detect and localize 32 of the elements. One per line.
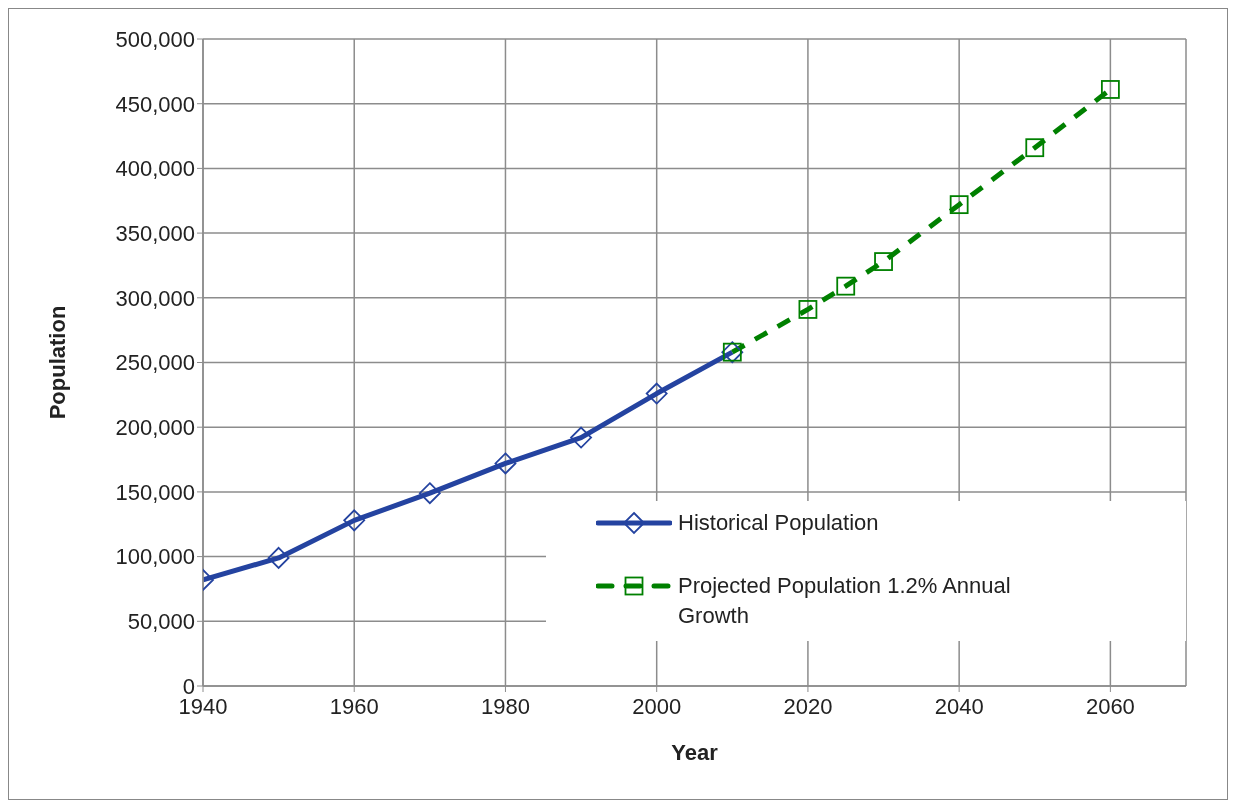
x-tick-label: 1960: [329, 693, 379, 719]
point: [798, 300, 818, 319]
x-tick-label: 1980: [480, 693, 530, 719]
point: [494, 452, 517, 475]
point: [874, 252, 893, 271]
point: [836, 276, 856, 296]
y-tick-label: 400,000: [115, 156, 195, 182]
x-tick-label: 2060: [1085, 693, 1135, 719]
x-tick-label: 2020: [783, 693, 833, 719]
y-axis-title: Population: [44, 305, 70, 420]
y-tick-label: 350,000: [115, 220, 195, 246]
x-tick-label: 2000: [632, 693, 682, 719]
x-tick-label: 2040: [934, 693, 984, 719]
x-axis-title: Year: [671, 740, 719, 765]
y-tick-label: 100,000: [115, 544, 195, 570]
point: [343, 509, 366, 532]
y-tick-label: 500,000: [115, 26, 195, 52]
y-tick-label: 150,000: [115, 479, 195, 505]
point: [267, 546, 290, 569]
point: [645, 382, 668, 405]
point: [1100, 80, 1120, 99]
legend-label: Projected Population 1.2% Annual Growth: [678, 572, 1012, 630]
y-tick-label: 200,000: [115, 415, 195, 441]
y-tick-label: 50,000: [127, 609, 195, 635]
legend-label: Historical Population: [678, 509, 879, 537]
point: [570, 426, 592, 449]
point: [418, 482, 441, 505]
y-tick-label: 300,000: [115, 285, 195, 311]
point: [949, 195, 969, 215]
y-tick-label: 250,000: [115, 350, 195, 376]
point: [1025, 138, 1045, 158]
y-tick-label: 450,000: [115, 91, 195, 117]
